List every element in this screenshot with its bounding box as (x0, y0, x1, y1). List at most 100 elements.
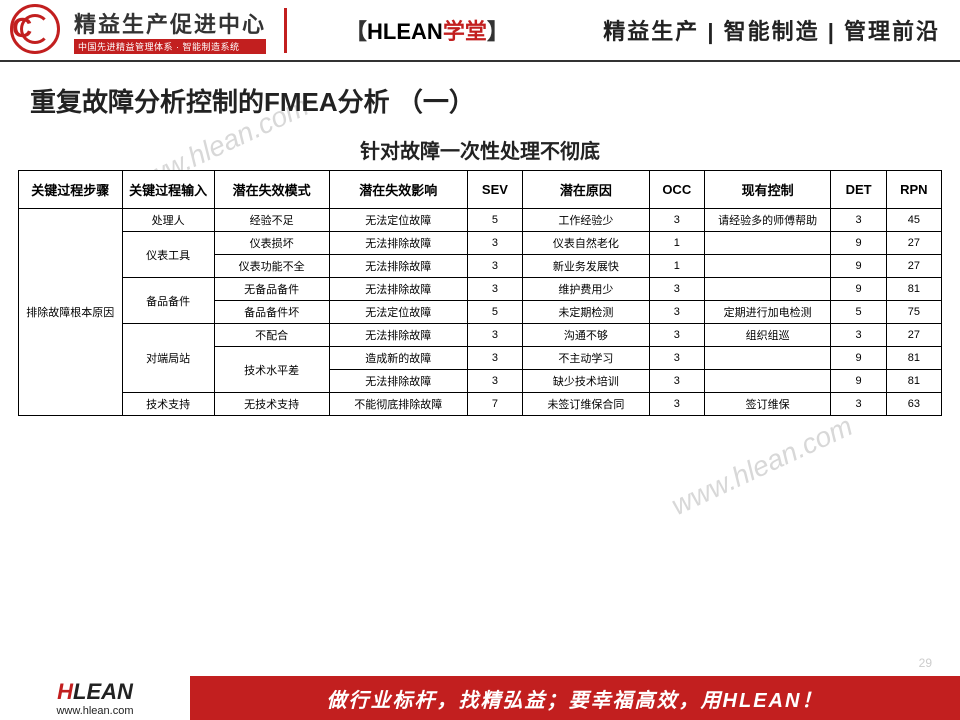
rpn-cell: 81 (886, 347, 941, 370)
input-cell: 对端局站 (122, 324, 214, 393)
det-cell: 9 (831, 232, 886, 255)
watermark: www.hlean.com (666, 410, 857, 522)
rpn-cell: 81 (886, 370, 941, 393)
footer-logo: HLEAN www.hlean.com (0, 676, 190, 720)
control-cell: 组织组巡 (704, 324, 831, 347)
rpn-cell: 63 (886, 393, 941, 416)
mode-cell: 仪表功能不全 (214, 255, 329, 278)
control-cell: 签订维保 (704, 393, 831, 416)
logo-block: C 精益生产促进中心 中国先进精益管理体系 · 智能制造系统 (10, 4, 266, 56)
cause-cell: 未定期检测 (523, 301, 650, 324)
sev-cell: 7 (467, 393, 522, 416)
control-cell (704, 370, 831, 393)
occ-cell: 1 (649, 255, 704, 278)
occ-cell: 3 (649, 324, 704, 347)
table-header-cell: DET (831, 171, 886, 209)
sev-cell: 3 (467, 232, 522, 255)
sev-cell: 5 (467, 301, 522, 324)
header: C 精益生产促进中心 中国先进精益管理体系 · 智能制造系统 【HLEAN学堂】… (0, 0, 960, 62)
page-number: 29 (919, 656, 932, 670)
mode-cell: 不配合 (214, 324, 329, 347)
logo-main-text: 精益生产促进中心 (74, 7, 266, 39)
occ-cell: 3 (649, 347, 704, 370)
table-row: 备品备件无备品备件无法排除故障3维护费用少3981 (19, 278, 942, 301)
input-cell: 备品备件 (122, 278, 214, 324)
effect-cell: 无法排除故障 (329, 324, 467, 347)
occ-cell: 3 (649, 278, 704, 301)
sev-cell: 3 (467, 278, 522, 301)
det-cell: 9 (831, 255, 886, 278)
effect-cell: 无法排除故障 (329, 370, 467, 393)
rpn-cell: 75 (886, 301, 941, 324)
header-divider (284, 8, 287, 53)
control-cell (704, 255, 831, 278)
control-cell: 定期进行加电检测 (704, 301, 831, 324)
occ-cell: 3 (649, 393, 704, 416)
effect-cell: 无法排除故障 (329, 278, 467, 301)
det-cell: 9 (831, 370, 886, 393)
table-header-cell: 潜在原因 (523, 171, 650, 209)
effect-cell: 无法排除故障 (329, 232, 467, 255)
control-cell (704, 232, 831, 255)
mode-cell: 无备品备件 (214, 278, 329, 301)
rpn-cell: 27 (886, 255, 941, 278)
table-header-cell: OCC (649, 171, 704, 209)
input-cell: 技术支持 (122, 393, 214, 416)
det-cell: 3 (831, 324, 886, 347)
cause-cell: 维护费用少 (523, 278, 650, 301)
det-cell: 3 (831, 209, 886, 232)
table-header-cell: 潜在失效模式 (214, 171, 329, 209)
det-cell: 9 (831, 347, 886, 370)
mode-cell: 经验不足 (214, 209, 329, 232)
footer-url: www.hlean.com (56, 705, 133, 717)
sev-cell: 3 (467, 324, 522, 347)
table-row: 仪表工具仪表损坏无法排除故障3仪表自然老化1927 (19, 232, 942, 255)
det-cell: 3 (831, 393, 886, 416)
table-header-row: 关键过程步骤关键过程输入潜在失效模式潜在失效影响SEV潜在原因OCC现有控制DE… (19, 171, 942, 209)
table-header-cell: SEV (467, 171, 522, 209)
table-row: 排除故障根本原因处理人经验不足无法定位故障5工作经验少3请经验多的师傅帮助345 (19, 209, 942, 232)
table-header-cell: RPN (886, 171, 941, 209)
sev-cell: 3 (467, 255, 522, 278)
effect-cell: 无法定位故障 (329, 301, 467, 324)
table-row: 对端局站不配合无法排除故障3沟通不够3组织组巡327 (19, 324, 942, 347)
effect-cell: 无法排除故障 (329, 255, 467, 278)
fmea-table-wrap: 关键过程步骤关键过程输入潜在失效模式潜在失效影响SEV潜在原因OCC现有控制DE… (0, 170, 960, 416)
table-header-cell: 现有控制 (704, 171, 831, 209)
input-cell: 处理人 (122, 209, 214, 232)
cause-cell: 工作经验少 (523, 209, 650, 232)
cause-cell: 仪表自然老化 (523, 232, 650, 255)
control-cell (704, 278, 831, 301)
table-header-cell: 关键过程输入 (122, 171, 214, 209)
sev-cell: 3 (467, 347, 522, 370)
table-header-cell: 关键过程步骤 (19, 171, 123, 209)
logo-sub-text: 中国先进精益管理体系 · 智能制造系统 (74, 39, 266, 54)
mode-cell: 技术水平差 (214, 347, 329, 393)
footer: HLEAN www.hlean.com 做行业标杆，找精弘益；要幸福高效，用HL… (0, 676, 960, 720)
table-row: 技术支持无技术支持不能彻底排除故障7未签订维保合同3签订维保363 (19, 393, 942, 416)
effect-cell: 不能彻底排除故障 (329, 393, 467, 416)
subtitle: 针对故障一次性处理不彻底 (0, 135, 960, 164)
page-title: 重复故障分析控制的FMEA分析 （一） (0, 62, 960, 127)
effect-cell: 无法定位故障 (329, 209, 467, 232)
cause-cell: 未签订维保合同 (523, 393, 650, 416)
mode-cell: 仪表损坏 (214, 232, 329, 255)
control-cell: 请经验多的师傅帮助 (704, 209, 831, 232)
sev-cell: 3 (467, 370, 522, 393)
footer-banner: 做行业标杆，找精弘益；要幸福高效，用HLEAN！ (190, 676, 960, 720)
rpn-cell: 81 (886, 278, 941, 301)
header-tagline: 精益生产 | 智能制造 | 管理前沿 (603, 14, 940, 46)
cause-cell: 新业务发展快 (523, 255, 650, 278)
table-header-cell: 潜在失效影响 (329, 171, 467, 209)
mode-cell: 无技术支持 (214, 393, 329, 416)
rpn-cell: 45 (886, 209, 941, 232)
cause-cell: 缺少技术培训 (523, 370, 650, 393)
occ-cell: 1 (649, 232, 704, 255)
logo-icon: C (10, 4, 62, 56)
sev-cell: 5 (467, 209, 522, 232)
occ-cell: 3 (649, 301, 704, 324)
cause-cell: 沟通不够 (523, 324, 650, 347)
header-mid: 【HLEAN学堂】 (345, 14, 509, 46)
input-cell: 仪表工具 (122, 232, 214, 278)
step-cell: 排除故障根本原因 (19, 209, 123, 416)
